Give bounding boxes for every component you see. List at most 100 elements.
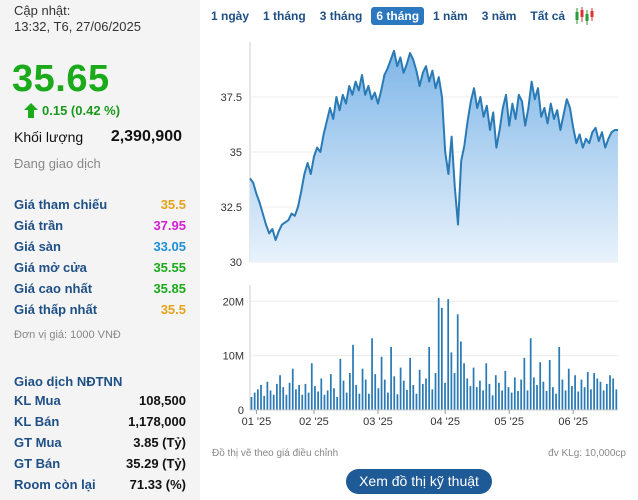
volume-bar <box>586 371 589 410</box>
volume-bar <box>256 389 259 410</box>
x-tick-label: 02 '25 <box>299 416 329 428</box>
volume-bar <box>444 382 446 410</box>
foreign-value: 1,178,000 <box>128 414 186 429</box>
price-tick-label: 32.5 <box>221 202 242 214</box>
volume-bar <box>580 379 583 410</box>
volume-bar <box>602 390 605 410</box>
volume-label: Khối lượng <box>14 129 84 145</box>
trading-status: Đang giao dịch <box>14 156 101 171</box>
volume-bar <box>437 298 440 410</box>
price-value: 35.5 <box>160 302 186 317</box>
candlestick-icon[interactable] <box>574 6 594 26</box>
unit-note: Đơn vị giá: 1000 VNĐ <box>14 329 121 341</box>
tab-all[interactable]: Tất cả <box>530 9 566 23</box>
volume-bar <box>368 393 370 410</box>
volume-bar <box>558 346 561 410</box>
volume-bar <box>504 370 507 410</box>
tab-1-day[interactable]: 1 ngày <box>211 9 250 23</box>
foreign-row: KL Bán 1,178,000 <box>14 411 186 432</box>
volume-bar <box>260 385 262 410</box>
volume-bar <box>447 299 450 410</box>
foreign-label: Room còn lại <box>14 477 96 492</box>
volume-bar <box>377 388 380 410</box>
quote-panel: Cập nhật: 13:32, T6, 27/06/2025 35.65 0.… <box>0 0 200 500</box>
volume-bar <box>288 382 291 410</box>
price-change: 0.15 (0.42 %) <box>24 103 120 118</box>
volume-bar <box>507 387 510 410</box>
volume-bar <box>361 368 364 410</box>
tab-3-months[interactable]: 3 tháng <box>319 9 363 23</box>
x-tick-label: 04 '25 <box>430 416 460 428</box>
volume-bar <box>320 378 323 410</box>
arrow-up-icon <box>24 103 38 118</box>
volume-bar <box>460 341 462 410</box>
volume-bar <box>298 385 300 410</box>
volume-bar <box>399 367 402 410</box>
volume-bar <box>513 377 516 410</box>
price-chart: 30 32.5 35 37.5 <box>221 42 618 269</box>
volume-bar <box>266 381 269 410</box>
volume-bar <box>593 373 595 410</box>
volume-bar <box>415 393 418 410</box>
volume-bar <box>393 376 396 410</box>
foreign-row: GT Mua 3.85 (Tỷ) <box>14 432 186 453</box>
volume-bar <box>329 374 332 410</box>
volume-bar <box>333 388 335 410</box>
x-tick-label: 03 '25 <box>363 416 393 428</box>
volume-bar <box>552 387 554 410</box>
volume-bar <box>310 363 313 410</box>
volume-bar <box>434 373 437 410</box>
price-label: Giá cao nhất <box>14 281 93 296</box>
volume-bar <box>371 338 373 410</box>
volume-row: Khối lượng 2,390,900 <box>14 128 182 146</box>
foreign-row: Room còn lại 71.33 (%) <box>14 474 186 495</box>
volume-bar <box>605 383 608 410</box>
tab-6-months[interactable]: 6 tháng <box>371 7 425 25</box>
volume-chart: 0 10M 20M <box>223 285 618 417</box>
volume-tick-label: 0 <box>238 405 244 417</box>
volume-bar <box>250 396 253 410</box>
price-value: 35.55 <box>153 260 186 275</box>
volume-bar <box>425 378 427 410</box>
volume-bar <box>339 358 342 410</box>
price-value: 33.05 <box>153 239 186 254</box>
tab-1-year[interactable]: 1 năm <box>433 9 468 23</box>
volume-bar <box>479 380 481 410</box>
price-label: Giá trần <box>14 218 64 233</box>
volume-bar <box>390 346 392 410</box>
volume-bar <box>599 381 602 410</box>
volume-value: 2,390,900 <box>110 128 182 145</box>
volume-bar <box>456 314 459 410</box>
volume-bar <box>510 392 513 410</box>
volume-bar <box>364 379 367 410</box>
volume-bar <box>279 375 281 410</box>
volume-bar <box>532 377 535 410</box>
current-price: 35.65 <box>12 58 110 100</box>
volume-bar <box>295 389 297 410</box>
tab-3-years[interactable]: 3 năm <box>481 9 517 23</box>
price-label: Giá sàn <box>14 239 61 254</box>
technical-chart-button[interactable]: Xem đồ thị kỹ thuật <box>346 469 492 494</box>
price-list: Giá tham chiếu 35.5 Giá trần 37.95 Giá sàn… <box>14 194 186 320</box>
volume-bar <box>612 378 615 410</box>
x-tick-label: 05 '25 <box>494 416 524 428</box>
volume-bar <box>475 387 478 410</box>
volume-bar <box>358 393 361 410</box>
volume-bar <box>276 383 278 410</box>
volume-bar <box>396 394 399 410</box>
volume-bar <box>345 392 348 410</box>
price-area <box>250 50 618 262</box>
foreign-value: 3.85 (Tỷ) <box>133 435 186 450</box>
foreign-value: 71.33 (%) <box>129 477 186 492</box>
volume-bar <box>285 394 288 410</box>
update-info: Cập nhật: 13:32, T6, 27/06/2025 <box>14 3 141 35</box>
volume-bar <box>542 381 545 410</box>
volume-bar <box>282 387 285 410</box>
volume-bar <box>498 382 500 410</box>
volume-bar <box>428 346 431 410</box>
volume-bar <box>529 338 532 410</box>
tab-1-month[interactable]: 1 tháng <box>263 9 306 23</box>
volume-bar <box>380 356 383 410</box>
volume-bar <box>418 369 421 410</box>
price-tick-label: 35 <box>230 147 242 159</box>
